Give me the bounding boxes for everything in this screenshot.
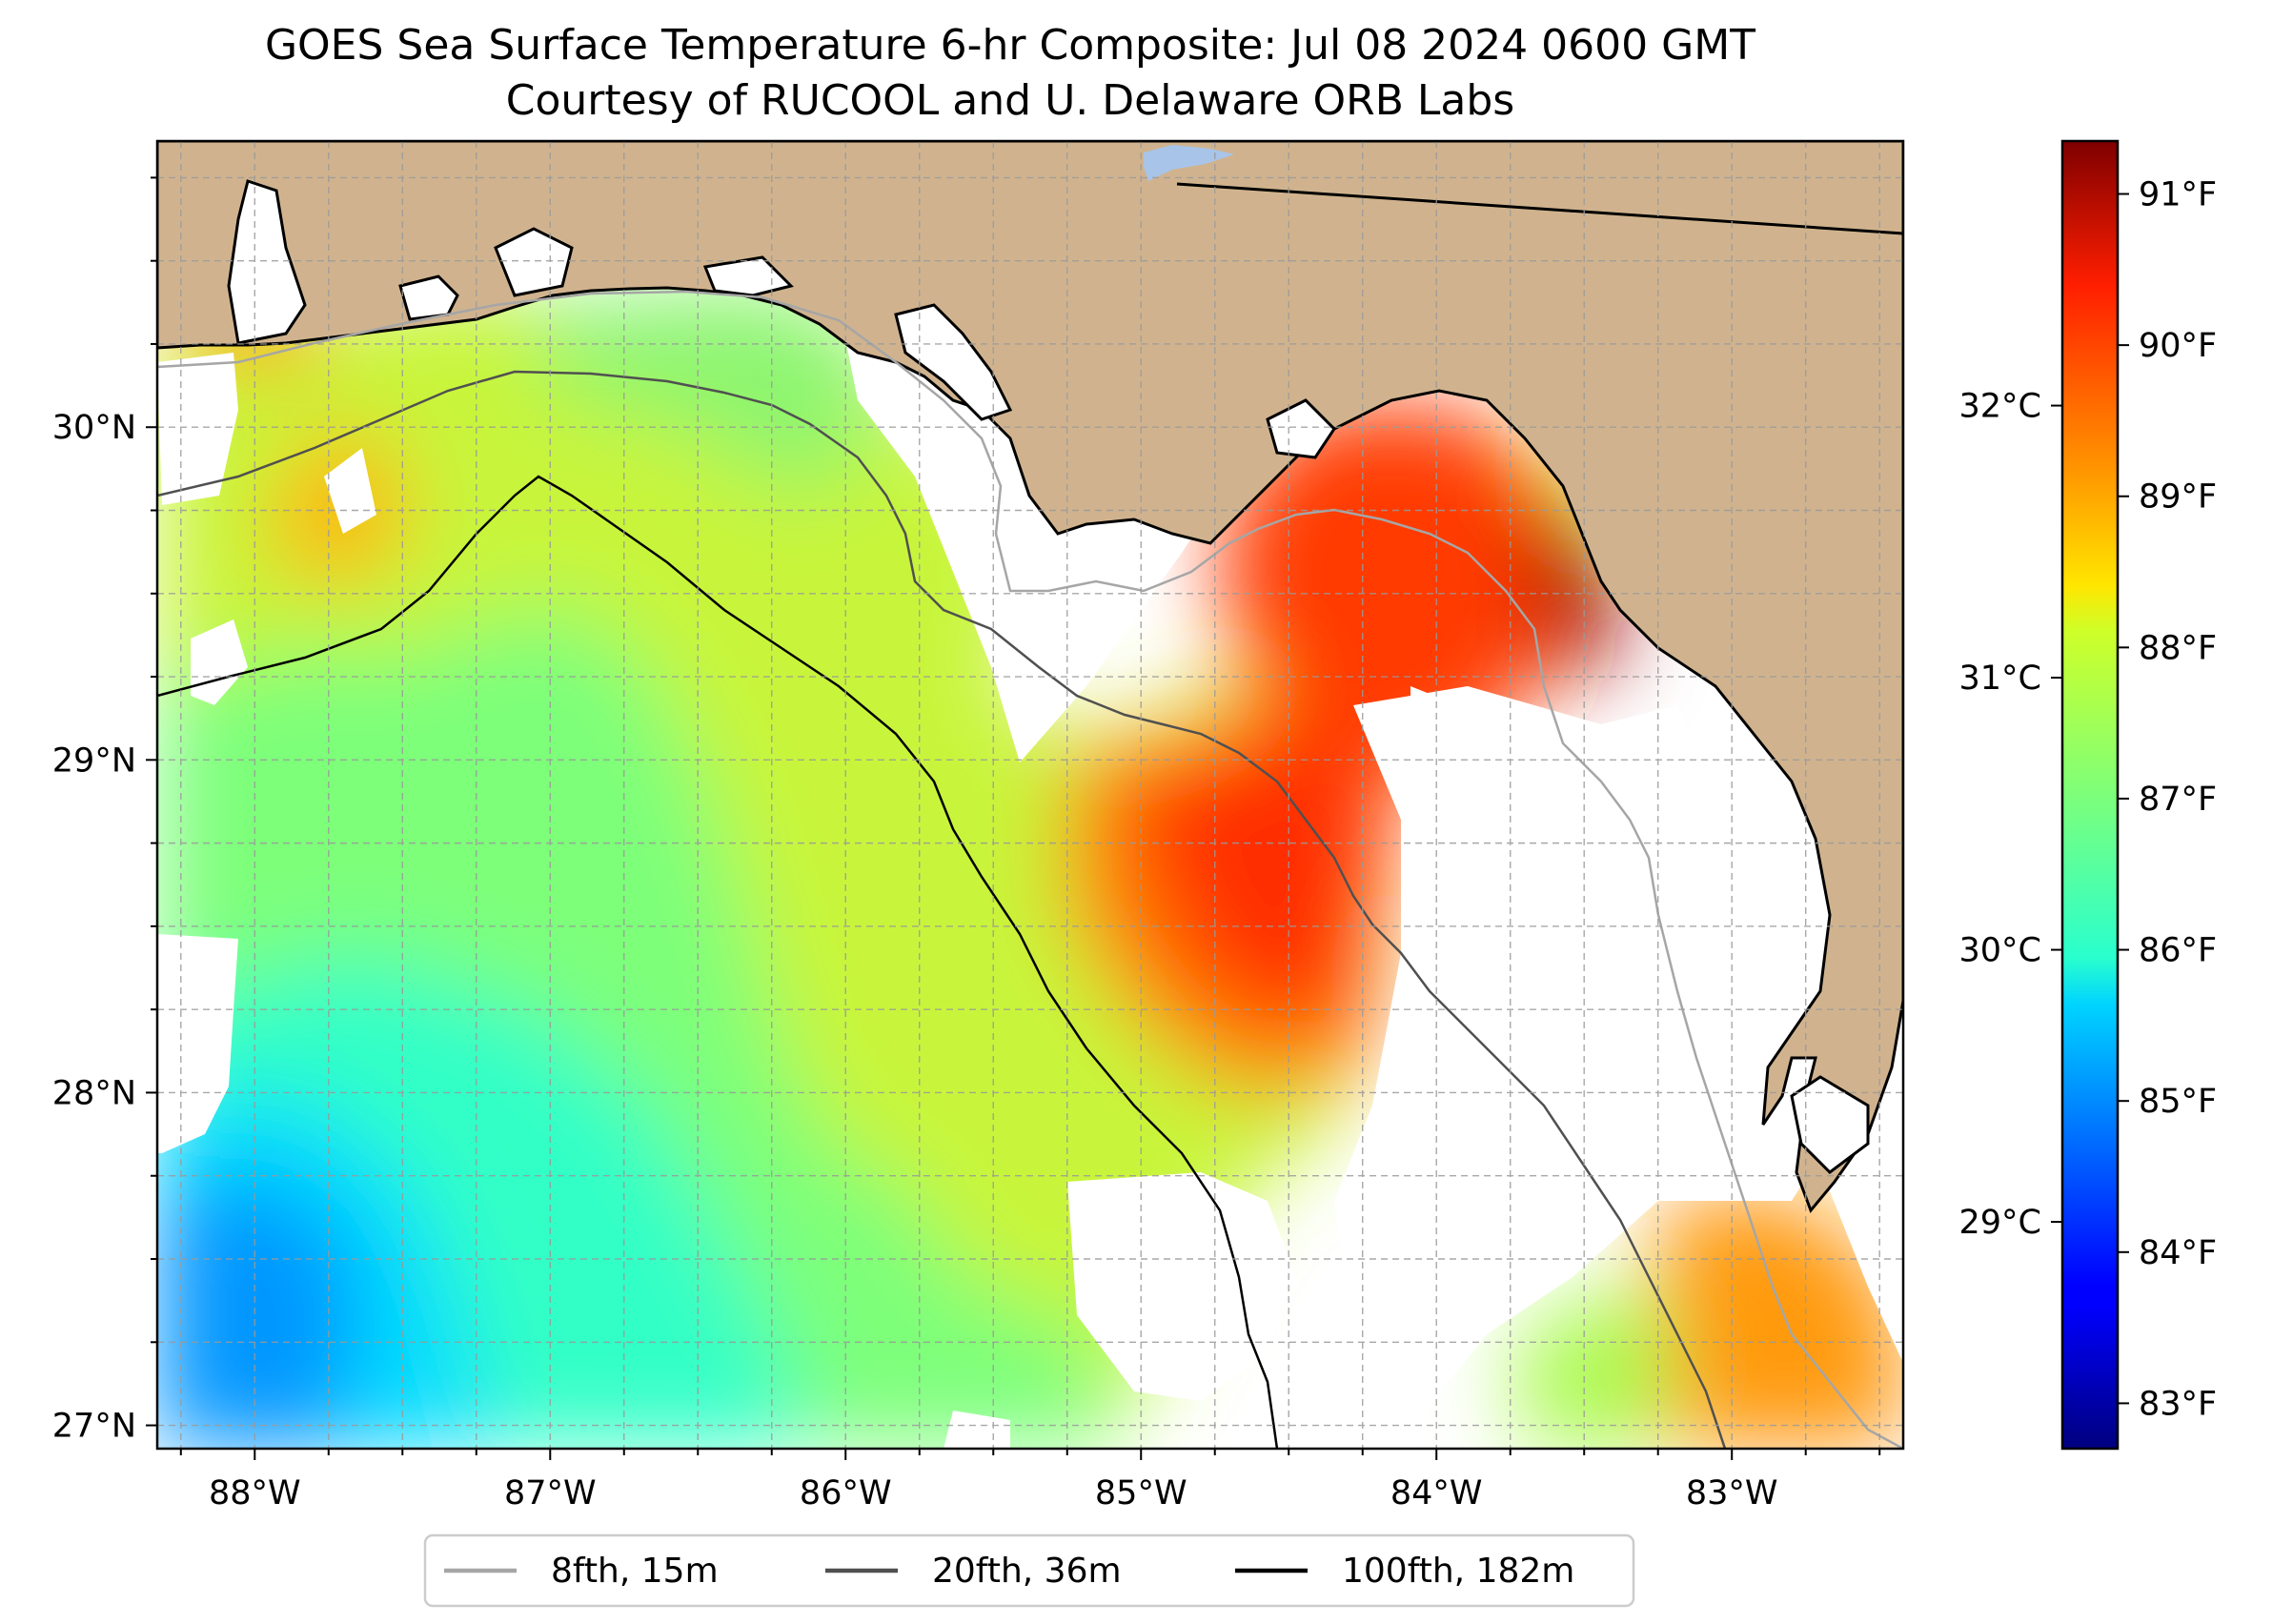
colorbar-scale <box>2060 139 2120 1451</box>
legend-label: 20fth, 36m <box>932 1552 1122 1591</box>
colorbar-c-label: 30°C <box>1959 932 2041 970</box>
colorbar-c-label: 29°C <box>1959 1204 2041 1242</box>
colorbar-f-label: 90°F <box>2139 327 2217 365</box>
lat-tick-label: 29°N <box>52 741 136 780</box>
lon-tick-label: 88°W <box>209 1474 301 1512</box>
colorbar-f-label: 85°F <box>2139 1083 2217 1121</box>
lon-tick-label: 84°W <box>1390 1474 1483 1512</box>
colorbar-f-label: 89°F <box>2139 478 2217 517</box>
lon-tick-label: 87°W <box>504 1474 597 1512</box>
legend-label: 100fth, 182m <box>1342 1552 1574 1591</box>
lake <box>1144 145 1234 181</box>
lon-tick-label: 86°W <box>800 1474 892 1512</box>
colorbar-f-label: 83°F <box>2139 1385 2217 1423</box>
lat-tick-label: 30°N <box>52 409 136 447</box>
colorbar-f-label: 86°F <box>2139 932 2217 970</box>
legend-box <box>423 1533 1635 1608</box>
lon-tick-label: 83°W <box>1686 1474 1778 1512</box>
colorbar-f-label: 91°F <box>2139 176 2217 214</box>
legend-label: 8fth, 15m <box>551 1552 719 1591</box>
state-boundary <box>1176 182 1903 235</box>
contour-8fth <box>157 290 1903 1449</box>
colorbar-c-label: 32°C <box>1959 388 2041 426</box>
lon-tick-label: 85°W <box>1095 1474 1187 1512</box>
sst-field <box>157 191 1903 1449</box>
map-title: GOES Sea Surface Temperature 6-hr Compos… <box>264 21 1756 70</box>
map-frame <box>155 139 1905 1451</box>
colorbar-ticks: 83°F 84°F 85°F 86°F 87°F 88°F 89°F 90°F 91°F 29°C… <box>1959 176 2218 1424</box>
lat-tick-label: 27°N <box>52 1408 136 1446</box>
lat-tick-label: 28°N <box>52 1074 136 1112</box>
map-panel <box>157 141 1903 1449</box>
colorbar-f-label: 87°F <box>2139 781 2217 819</box>
gridlines <box>157 141 1903 1449</box>
axis-ticks: 88°W 87°W 86°W 85°W 84°W 83°W 27°N 28°N 29°N 30°N <box>52 176 1881 1512</box>
contour-100fth <box>157 475 1279 1449</box>
colorbar-c-label: 31°C <box>1959 660 2041 698</box>
map-subtitle: Courtesy of RUCOOL and U. Delaware ORB L… <box>505 76 1515 125</box>
colorbar-f-label: 84°F <box>2139 1234 2217 1272</box>
colorbar-f-label: 88°F <box>2139 629 2217 667</box>
legend: 8fth, 15m 20fth, 36m 100fth, 182m <box>423 1533 1635 1608</box>
colorbar: 83°F 84°F 85°F 86°F 87°F 88°F 89°F 90°F 91°F 29°C… <box>1959 139 2218 1451</box>
